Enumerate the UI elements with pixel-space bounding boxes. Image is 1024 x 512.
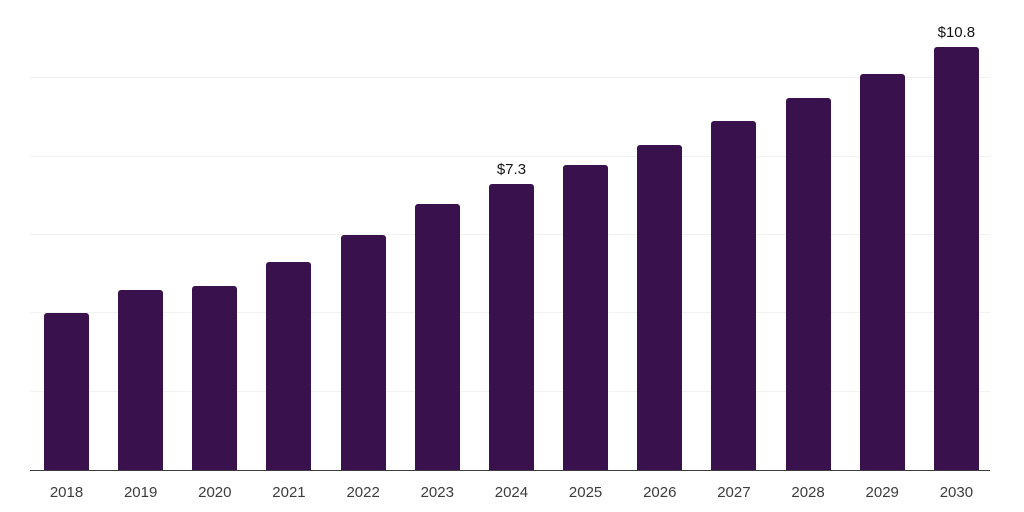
bar-2026 <box>637 144 683 470</box>
bars-container: $7.3 $10.8 <box>44 0 979 470</box>
bar-2030 <box>933 47 979 470</box>
data-label-2024: $7.3 <box>496 161 527 179</box>
bar-2024 <box>488 184 534 470</box>
bar-slot-2019 <box>118 0 164 470</box>
gridline-8 <box>30 155 990 157</box>
x-tick-label-2024: 2024 <box>494 484 529 501</box>
bar-slot-2024: $7.3 <box>488 0 534 470</box>
bar-slot-2030: $10.8 <box>933 0 979 470</box>
x-tick-label-2022: 2022 <box>346 484 380 501</box>
bar-2027 <box>711 121 757 470</box>
bar-2018 <box>44 313 89 470</box>
bar-slot-2023 <box>414 0 460 470</box>
x-tick-label-2025: 2025 <box>568 484 603 501</box>
data-label-2030: $10.8 <box>937 24 976 41</box>
bar-2025 <box>563 164 609 470</box>
bar-2019 <box>118 289 164 470</box>
bar-2028 <box>785 97 831 470</box>
bar-2021 <box>266 262 312 470</box>
bar-2023 <box>414 203 460 470</box>
gridline-10 <box>30 77 990 79</box>
x-tick-label-2026: 2026 <box>643 484 677 501</box>
x-tick-label-2028: 2028 <box>791 484 825 501</box>
x-tick-label-2023: 2023 <box>420 484 454 501</box>
bar-slot-2025 <box>563 0 609 470</box>
bar-slot-2029 <box>859 0 905 470</box>
bar-slot-2018 <box>44 0 89 470</box>
x-tick-label-2030: 2030 <box>939 484 974 501</box>
x-tick-label-2020: 2020 <box>198 484 232 501</box>
bar-slot-2026 <box>637 0 683 470</box>
plot-area: $7.3 $10.8 <box>30 0 990 471</box>
x-tick-label-2029: 2029 <box>865 484 899 501</box>
x-tick-label-2027: 2027 <box>717 484 751 501</box>
bar-2029 <box>859 74 905 470</box>
bar-2020 <box>192 285 238 470</box>
x-tick-label-2021: 2021 <box>272 484 306 501</box>
x-tick-label-2019: 2019 <box>123 484 158 501</box>
bar-slot-2021 <box>266 0 312 470</box>
x-tick-label-2018: 2018 <box>49 484 84 501</box>
bar-slot-2022 <box>340 0 386 470</box>
bar-2022 <box>340 235 386 470</box>
x-axis-labels: 2018 2019 2020 2021 2022 2023 2024 2025 2026 2027… <box>44 470 979 501</box>
bar-slot-2027 <box>711 0 757 470</box>
bar-slot-2028 <box>785 0 831 470</box>
bar-slot-2020 <box>192 0 238 470</box>
